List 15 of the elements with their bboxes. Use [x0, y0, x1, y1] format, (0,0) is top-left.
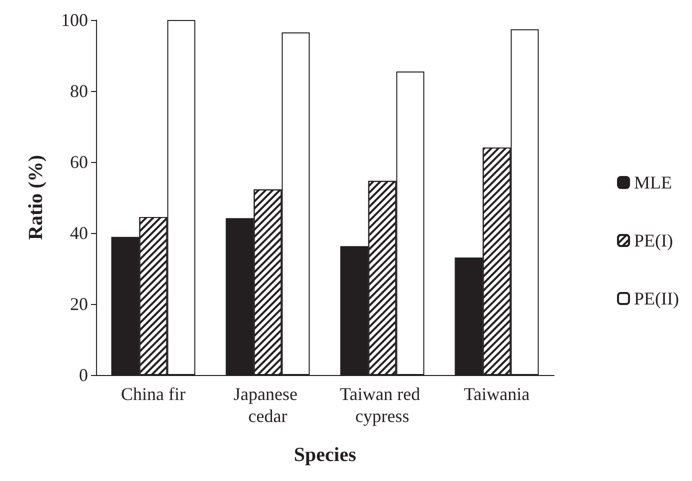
y-tick-label: 100 — [61, 10, 88, 30]
y-tick-label: 60 — [70, 152, 88, 172]
x-axis-title: Species — [294, 444, 356, 466]
x-tick-label: China fir — [121, 384, 186, 404]
legend-label: PE(II) — [634, 288, 680, 308]
y-tick-label: 20 — [70, 294, 88, 314]
y-tick-label: 80 — [70, 81, 88, 101]
legend-label: PE(I) — [634, 230, 674, 250]
legend-label: MLE — [634, 172, 672, 192]
x-tick-label: Taiwania — [464, 384, 530, 404]
y-tick-label: 0 — [79, 365, 88, 385]
x-tick-label: Japanese cedar — [234, 384, 302, 426]
y-tick-label: 40 — [70, 223, 88, 243]
y-axis-title: Ratio (%) — [25, 155, 47, 240]
x-tick-label: Taiwan red cypress — [340, 384, 425, 426]
